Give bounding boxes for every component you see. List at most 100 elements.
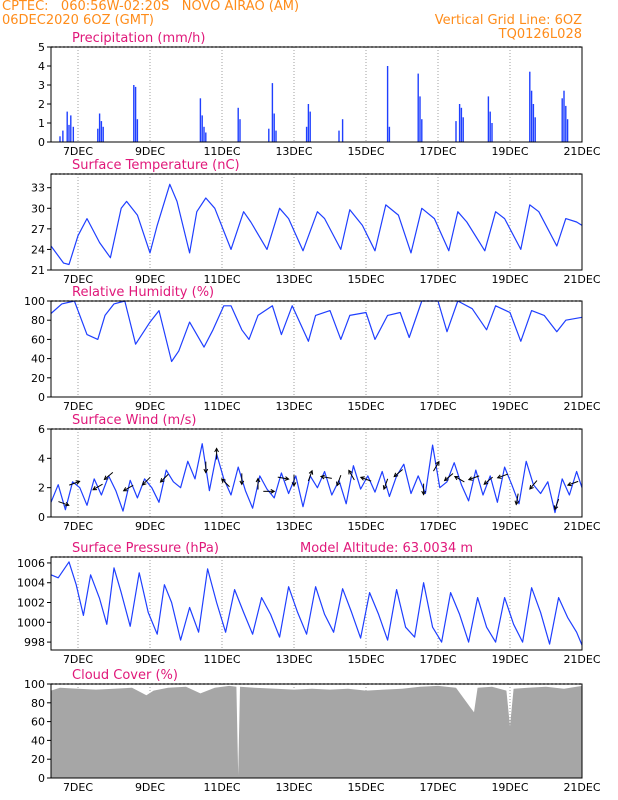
precipitation-bar bbox=[100, 121, 103, 142]
precipitation-x-tick-label: 19DEC bbox=[491, 145, 528, 158]
humidity-title: Relative Humidity (%) bbox=[72, 285, 214, 300]
cloud-cover-area bbox=[51, 685, 582, 778]
wind-arrow-shaft bbox=[383, 478, 389, 490]
wind-arrow-head bbox=[483, 480, 489, 485]
wind-arrow-shaft bbox=[515, 493, 519, 505]
wind-arrow-shaft bbox=[529, 480, 538, 490]
precipitation-bar bbox=[566, 119, 569, 142]
wind-arrow-shaft bbox=[123, 484, 134, 492]
humidity-y-tick-label: 100 bbox=[24, 295, 45, 308]
cloud-cover-x-tick-label: 21DEC bbox=[563, 781, 600, 794]
pressure-series-line bbox=[50, 561, 583, 646]
wind-x-tick-label: 11DEC bbox=[203, 520, 240, 533]
run-date-header: 06DEC2020 6OZ (GMT) bbox=[2, 13, 154, 28]
temperature-x-tick-label: 11DEC bbox=[203, 273, 240, 286]
pressure-panel: 7DEC 9DEC 11DEC 13DEC 15DEC 17DEC 19DEC 21DEC 99… bbox=[17, 541, 601, 666]
wind-arrow-head bbox=[220, 478, 226, 483]
precipitation-x-tick-label: 9DEC bbox=[135, 145, 165, 158]
wind-arrow-head bbox=[336, 481, 341, 487]
wind-arrow-head bbox=[421, 490, 426, 496]
precipitation-bar bbox=[417, 73, 419, 142]
wind-y-tick-label: 2 bbox=[38, 482, 45, 495]
precipitation-bar bbox=[205, 132, 207, 142]
wind-x-tick-label: 13DEC bbox=[275, 520, 312, 533]
wind-arrow-shaft bbox=[348, 470, 355, 481]
precipitation-bar bbox=[273, 113, 275, 142]
precipitation-bar bbox=[66, 111, 68, 142]
precipitation-bar bbox=[237, 107, 239, 142]
humidity-x-tick-label: 7DEC bbox=[63, 400, 93, 413]
wind-arrow-head bbox=[284, 476, 290, 481]
precipitation-bar bbox=[491, 123, 493, 142]
pressure-x-tick-label: 13DEC bbox=[275, 653, 312, 666]
pressure-y-tick-label: 1002 bbox=[17, 597, 45, 610]
cloud-cover-x-tick-label: 11DEC bbox=[203, 781, 240, 794]
precipitation-bar bbox=[97, 128, 99, 142]
wind-arrow-head bbox=[496, 474, 502, 479]
cloud-cover-x-tick-label: 13DEC bbox=[275, 781, 312, 794]
precipitation-bar bbox=[338, 130, 340, 142]
precipitation-y-tick-label: 5 bbox=[38, 41, 45, 54]
temperature-series-line bbox=[50, 183, 583, 266]
temperature-x-tick-label: 15DEC bbox=[347, 273, 384, 286]
wind-arrow-head bbox=[92, 486, 98, 491]
wind-arrow-shaft bbox=[104, 472, 114, 480]
wind-arrow-head bbox=[382, 485, 388, 491]
wind-arrow-shaft bbox=[360, 476, 372, 482]
wind-series-line bbox=[50, 443, 583, 514]
humidity-y-tick-label: 40 bbox=[31, 353, 45, 366]
humidity-panel: 7DEC 9DEC 11DEC 13DEC 15DEC 17DEC 19DEC 21DEC 0 2… bbox=[24, 285, 601, 413]
precipitation-bar bbox=[421, 119, 423, 142]
precipitation-bar bbox=[133, 85, 135, 142]
precipitation-panel: 7DEC 9DEC 11DEC 13DEC 15DEC 17DEC 19DEC 21DEC 0 1… bbox=[38, 31, 601, 158]
wind-arrow-head bbox=[75, 480, 81, 485]
wind-x-tick-label: 9DEC bbox=[135, 520, 165, 533]
pressure-x-tick-label: 9DEC bbox=[135, 653, 165, 666]
wind-arrow-head bbox=[270, 488, 276, 494]
wind-x-tick-label: 21DEC bbox=[563, 520, 600, 533]
pressure-y-tick-label: 998 bbox=[24, 636, 45, 649]
temperature-y-tick-label: 33 bbox=[31, 182, 45, 195]
pressure-frame bbox=[50, 556, 583, 651]
temperature-x-tick-label: 19DEC bbox=[491, 273, 528, 286]
precipitation-y-tick-label: 3 bbox=[38, 79, 45, 92]
cloud-cover-y-tick-label: 40 bbox=[31, 734, 45, 747]
cloud-cover-panel: 7DEC 9DEC 11DEC 13DEC 15DEC 17DEC 19DEC 21DEC 0 2… bbox=[24, 668, 601, 794]
temperature-x-tick-label: 9DEC bbox=[135, 273, 165, 286]
precipitation-bar bbox=[563, 90, 565, 142]
temperature-frame bbox=[50, 173, 583, 271]
humidity-x-tick-label: 11DEC bbox=[203, 400, 240, 413]
wind-y-tick-label: 4 bbox=[38, 452, 45, 465]
cloud-cover-y-tick-label: 100 bbox=[24, 678, 45, 691]
humidity-y-tick-label: 0 bbox=[38, 391, 45, 404]
precipitation-bar bbox=[305, 126, 308, 142]
precipitation-bar bbox=[341, 119, 344, 142]
wind-arrow-shaft bbox=[454, 476, 465, 483]
humidity-y-tick-label: 80 bbox=[31, 314, 45, 327]
humidity-x-tick-label: 9DEC bbox=[135, 400, 165, 413]
wind-arrow-head bbox=[348, 469, 353, 475]
wind-title: Surface Wind (m/s) bbox=[72, 413, 196, 428]
wind-arrow-shaft bbox=[393, 469, 403, 477]
wind-arrow-head bbox=[214, 447, 219, 453]
station-header: CPTEC: 060:56W-02:20S NOVO AIRAO (AM) bbox=[2, 0, 300, 14]
wind-arrow-shaft bbox=[336, 474, 342, 486]
humidity-x-tick-label: 19DEC bbox=[491, 400, 528, 413]
pressure-x-tick-label: 19DEC bbox=[491, 653, 528, 666]
wind-arrow-shaft bbox=[554, 498, 560, 510]
wind-arrow-shaft bbox=[468, 475, 480, 481]
precipitation-bar bbox=[72, 126, 75, 142]
wind-arrow-shaft bbox=[160, 473, 169, 483]
wind-arrow-shaft bbox=[483, 476, 493, 485]
wind-arrow-head bbox=[553, 505, 559, 511]
pressure-title: Surface Pressure (hPa) bbox=[72, 541, 219, 556]
wind-x-tick-label: 19DEC bbox=[491, 520, 528, 533]
precipitation-bar bbox=[487, 96, 490, 142]
wind-arrow-head bbox=[514, 500, 520, 506]
precipitation-bar bbox=[489, 111, 491, 142]
pressure-y-tick-label: 1000 bbox=[17, 616, 45, 629]
wind-arrow-shaft bbox=[320, 475, 332, 479]
humidity-x-tick-label: 13DEC bbox=[275, 400, 312, 413]
wind-arrow-head bbox=[467, 476, 473, 481]
temperature-y-tick-label: 21 bbox=[31, 264, 45, 277]
